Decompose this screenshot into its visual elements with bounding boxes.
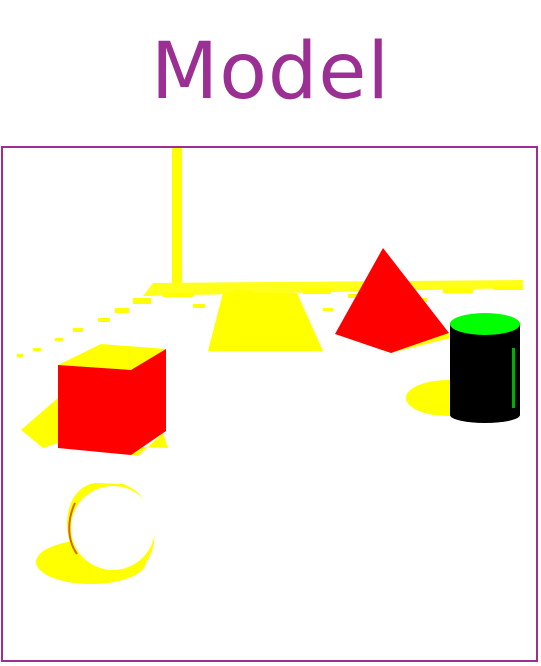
sphere-icon bbox=[67, 483, 155, 580]
cube-shadow-right bbox=[58, 433, 168, 456]
pyramid-icon bbox=[335, 248, 450, 353]
page-title: Model bbox=[150, 27, 391, 117]
trapezoid-shape bbox=[208, 293, 323, 351]
wall-vertical-edge bbox=[172, 148, 182, 283]
scene-illustration bbox=[17, 148, 523, 584]
cube-shadow bbox=[21, 398, 58, 448]
wall-corner bbox=[17, 148, 523, 357]
model-frame bbox=[1, 146, 538, 662]
cube-icon bbox=[58, 344, 166, 455]
cylinder-icon bbox=[450, 313, 520, 423]
